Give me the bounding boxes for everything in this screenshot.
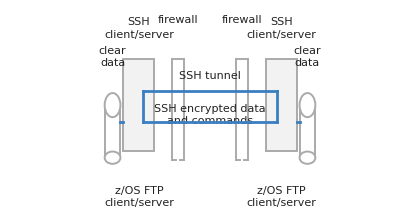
Text: SSH encrypted data
and commands: SSH encrypted data and commands — [154, 104, 266, 126]
Text: firewall: firewall — [221, 15, 262, 25]
Ellipse shape — [299, 93, 315, 117]
Text: z/OS FTP
client/server: z/OS FTP client/server — [104, 186, 174, 208]
Ellipse shape — [105, 93, 121, 117]
Text: z/OS FTP
client/server: z/OS FTP client/server — [246, 186, 316, 208]
Bar — [123, 59, 154, 151]
Text: SSH
client/server: SSH client/server — [246, 17, 316, 40]
Text: SSH tunnel: SSH tunnel — [179, 71, 241, 81]
Ellipse shape — [105, 152, 121, 164]
Text: firewall: firewall — [158, 15, 199, 25]
Text: SSH
client/server: SSH client/server — [104, 17, 174, 40]
Text: clear
data: clear data — [99, 46, 126, 68]
Ellipse shape — [299, 152, 315, 164]
Text: clear
data: clear data — [294, 46, 321, 68]
Bar — [266, 59, 297, 151]
